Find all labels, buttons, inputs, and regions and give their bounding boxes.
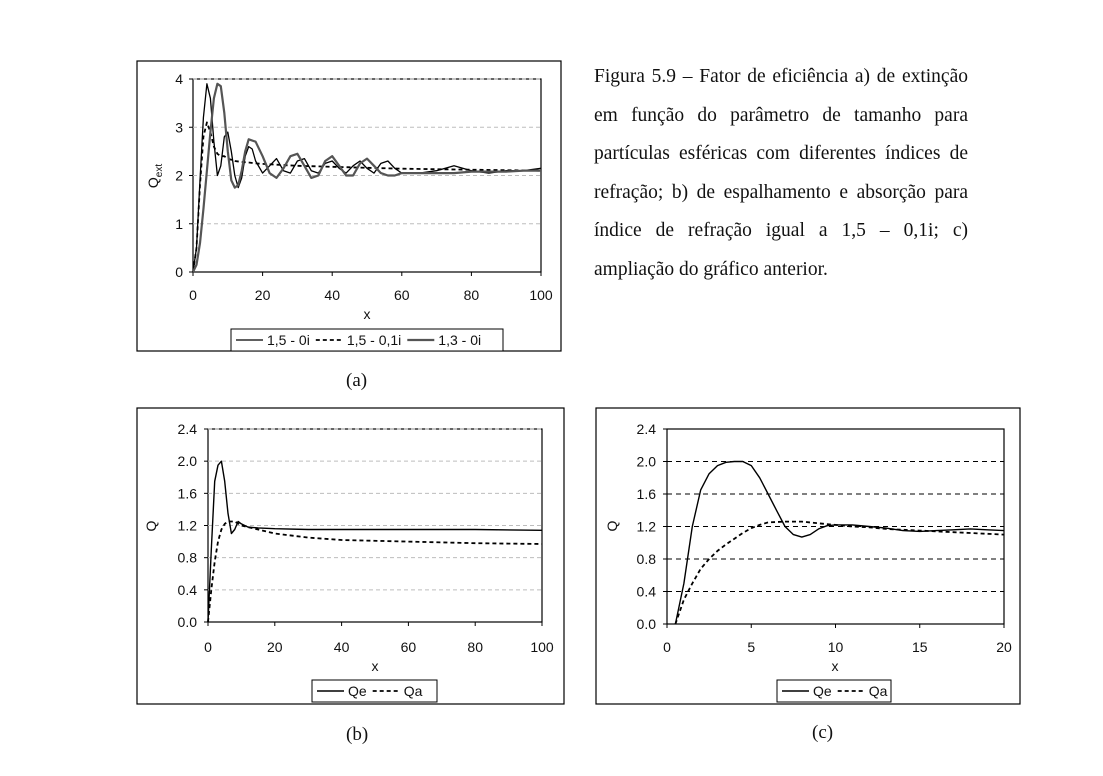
series-line-1 [674,460,1005,625]
chart-a-legend: 1,5 - 0i 1,5 - 0,1i 1,3 - 0i [230,328,504,352]
chart-b-xlabel: x [372,658,379,674]
x-tick-label: 100 [530,639,554,655]
legend-label: 1,5 - 0i [267,332,310,348]
chart-b-plot-area [207,428,543,623]
chart-a-ylabel: Qext [145,164,165,188]
chart-c: 0.0 0.4 0.8 1.2 1.6 2.0 2.4 0 5 10 15 20 x Q Qe Qa [595,407,1021,705]
chart-c-xticks: 0 5 10 15 20 [663,624,1012,655]
subfigure-label-c: (c) [812,722,834,743]
chart-c-plot-area [666,428,1005,625]
y-tick-label: 2.4 [178,421,198,437]
legend-box [230,328,504,352]
chart-b-series [207,460,543,623]
y-tick-label: 2.4 [637,421,657,437]
chart-a-xlabel: x [364,306,371,322]
chart-b-ylabel: Q [143,520,159,531]
x-tick-label: 0 [204,639,212,655]
chart-c-yticks: 0.0 0.4 0.8 1.2 1.6 2.0 2.4 [637,421,667,632]
x-tick-label: 80 [467,639,483,655]
x-tick-label: 0 [189,287,197,303]
chart-c-xlabel: x [832,658,839,674]
chart-a-grid [193,78,541,225]
chart-a-yticks: 0 1 2 3 4 [175,71,193,280]
x-tick-label: 40 [334,639,350,655]
y-tick-label: 1.6 [637,486,657,502]
y-tick-label: 1.6 [178,485,198,501]
series-line-1 [207,460,543,623]
chart-a-xticks: 0 20 40 60 80 100 [189,272,553,303]
series-line-3 [192,82,541,273]
chart-c-ylabel: Q [604,520,620,531]
y-tick-label: 3 [175,119,183,135]
y-tick-label: 0.0 [178,614,198,630]
legend-label: 1,5 - 0,1i [347,332,401,348]
legend-box [776,679,892,703]
series-line-2 [192,121,542,273]
chart-c-grid [667,428,1004,592]
chart-b-yticks: 0.0 0.4 0.8 1.2 1.6 2.0 2.4 [178,421,208,630]
x-tick-label: 20 [267,639,283,655]
y-tick-label: 2.0 [178,453,198,469]
y-tick-label: 2.0 [637,454,657,470]
chart-b-xticks: 0 20 40 60 80 100 [204,622,554,655]
series-line-2 [674,520,1005,625]
chart-b-legend: Qe Qa [311,679,438,703]
x-tick-label: 20 [255,287,271,303]
series-line-2 [207,520,543,623]
y-tick-label: 1.2 [178,518,198,534]
legend-label: Qa [869,683,888,699]
y-tick-label: 0.4 [178,582,198,598]
chart-c-legend: Qe Qa [776,679,892,703]
subfigure-label-a: (a) [346,370,368,391]
chart-a-ylabel-main: Q [145,177,161,188]
x-tick-label: 80 [464,287,480,303]
figure-caption: Figura 5.9 – Fator de eficiência a) de e… [594,66,968,280]
chart-a-ylabel-sub: ext [154,164,165,178]
y-tick-label: 0.8 [178,550,198,566]
y-tick-label: 0 [175,264,183,280]
subfigure-label-b: (b) [346,724,369,745]
y-tick-label: 0.0 [637,616,657,632]
legend-label: 1,3 - 0i [438,332,481,348]
legend-label: Qa [404,683,423,699]
x-tick-label: 15 [912,639,928,655]
x-tick-label: 5 [747,639,755,655]
y-tick-label: 0.8 [637,551,657,567]
x-tick-label: 60 [401,639,417,655]
x-tick-label: 0 [663,639,671,655]
x-tick-label: 40 [324,287,340,303]
x-tick-label: 100 [529,287,553,303]
chart-a-series [192,82,542,273]
x-tick-label: 10 [828,639,844,655]
x-tick-label: 60 [394,287,410,303]
y-tick-label: 4 [175,71,183,87]
legend-label: Qe [813,683,832,699]
chart-c-series [674,460,1005,625]
y-tick-label: 2 [175,168,183,184]
chart-b: 0.0 0.4 0.8 1.2 1.6 2.0 2.4 0 20 40 60 80 100 x Q Q… [136,407,565,705]
legend-label: Qe [348,683,367,699]
y-tick-label: 1 [175,216,183,232]
x-tick-label: 20 [996,639,1012,655]
y-tick-label: 1.2 [637,519,657,535]
y-tick-label: 0.4 [637,584,657,600]
